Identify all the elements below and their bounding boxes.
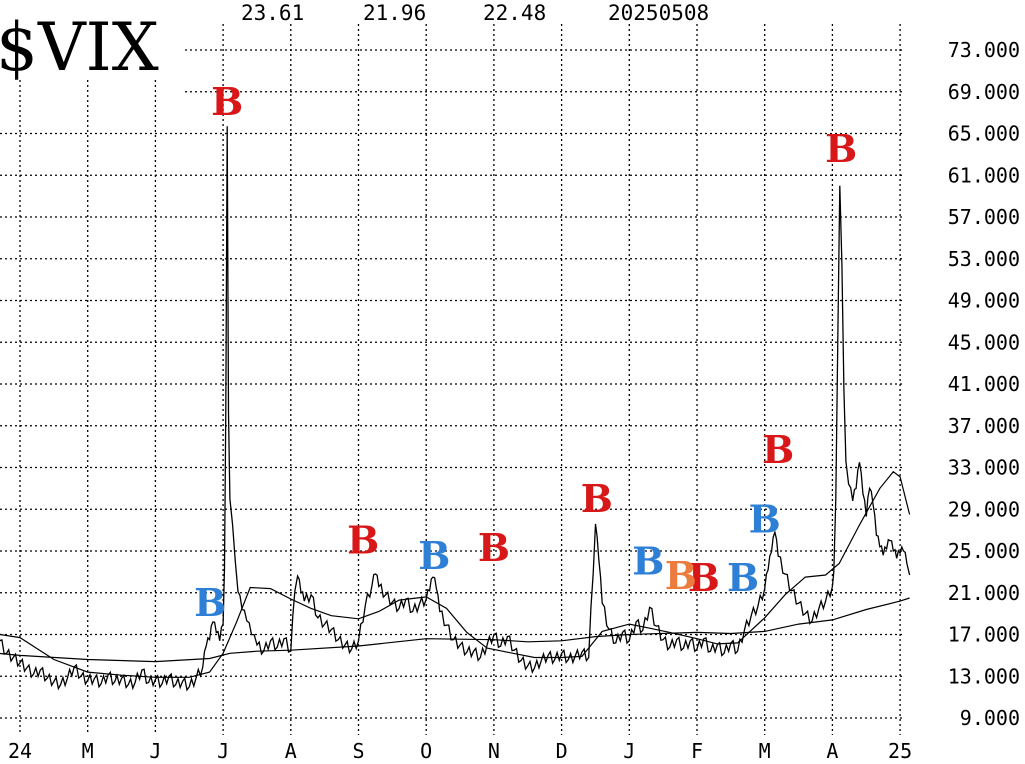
y-tick-label: 45.000 — [948, 330, 1020, 354]
x-tick-label: 24 — [8, 739, 32, 763]
header-stat-1: 23.61 — [241, 1, 304, 25]
x-tick-label: M — [82, 739, 94, 763]
y-tick-label: 21.000 — [948, 581, 1020, 605]
x-tick-label: J — [149, 739, 161, 763]
signal-marker: B — [665, 553, 697, 598]
signal-marker: B — [749, 497, 781, 542]
moving-average-short — [0, 470, 911, 678]
x-tick-label: S — [352, 739, 364, 763]
y-tick-label: 17.000 — [948, 623, 1020, 647]
signal-marker: B — [762, 427, 794, 472]
y-tick-label: 53.000 — [948, 247, 1020, 271]
signal-marker: B — [418, 533, 450, 578]
signal-marker: B — [727, 555, 759, 600]
signal-marker: B — [632, 538, 664, 583]
y-tick-label: 73.000 — [948, 38, 1020, 62]
chart-grid — [0, 24, 902, 735]
y-tick-label: 37.000 — [948, 414, 1020, 438]
signal-marker: B — [347, 518, 379, 563]
header-stat-2: 21.96 — [363, 1, 426, 25]
y-tick-label: 49.000 — [948, 289, 1020, 313]
x-tick-label: F — [691, 739, 703, 763]
y-tick-label: 65.000 — [948, 122, 1020, 146]
signal-marker: B — [581, 476, 613, 521]
price-series — [0, 126, 911, 692]
x-tick-label: N — [488, 739, 500, 763]
y-tick-label: 57.000 — [948, 205, 1020, 229]
chart-series — [0, 126, 911, 692]
signal-marker: B — [211, 79, 243, 124]
x-tick-label: J — [623, 739, 635, 763]
y-tick-label: 33.000 — [948, 456, 1020, 480]
x-tick-label: D — [556, 739, 568, 763]
signal-markers: BBBBBBBBBBBBBB — [194, 79, 857, 625]
signal-marker: B — [194, 580, 226, 625]
y-tick-label: 29.000 — [948, 497, 1020, 521]
signal-marker: B — [478, 525, 510, 570]
header-date: 20250508 — [608, 1, 709, 25]
chart-title: $VIX — [0, 9, 159, 86]
y-tick-label: 41.000 — [948, 372, 1020, 396]
x-tick-label: J — [217, 739, 229, 763]
x-tick-label: A — [826, 739, 838, 763]
y-tick-label: 25.000 — [948, 539, 1020, 563]
signal-marker: B — [825, 126, 857, 171]
x-tick-label: A — [285, 739, 297, 763]
moving-average-long — [0, 597, 910, 663]
y-axis: 73.000 69.000 65.000 61.000 57.000 53.000 49.0… — [948, 38, 1020, 730]
y-tick-label: 69.000 — [948, 80, 1020, 104]
x-tick-label: M — [759, 739, 771, 763]
y-tick-label: 61.000 — [948, 163, 1020, 187]
x-axis: 24 M J J A S O N D J F M A 25 — [8, 739, 912, 763]
y-tick-label: 13.000 — [948, 664, 1020, 688]
x-tick-label: 25 — [888, 739, 912, 763]
signal-marker: B — [688, 555, 720, 600]
y-tick-label: 9.000 — [960, 706, 1020, 730]
x-tick-label: O — [420, 739, 432, 763]
header-stat-3: 22.48 — [483, 1, 546, 25]
